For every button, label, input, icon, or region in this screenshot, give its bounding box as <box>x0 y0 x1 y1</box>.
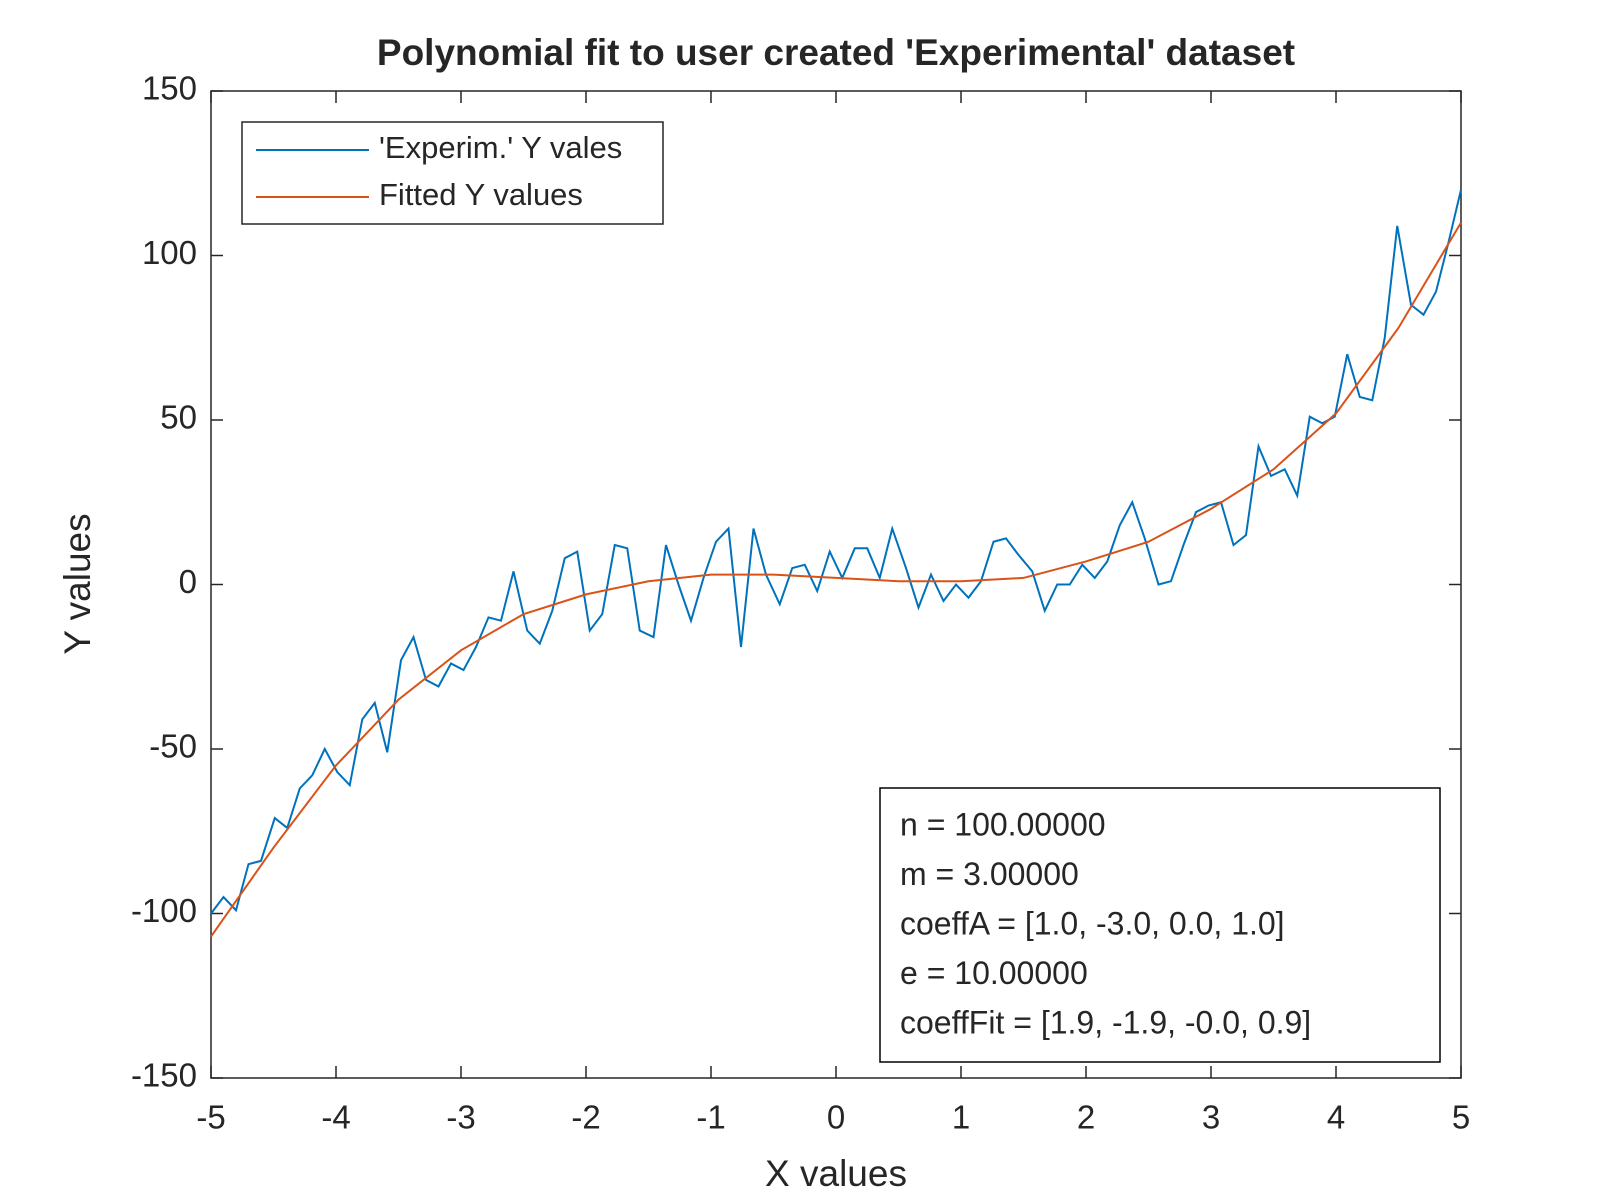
x-tick-label: 2 <box>1077 1099 1095 1136</box>
y-tick-label: 100 <box>142 234 197 271</box>
data-line <box>210 222 1462 938</box>
annotation-text: m = 3.00000 <box>900 856 1079 892</box>
x-tick-label: 1 <box>952 1099 970 1136</box>
y-axis-label: Y values <box>57 513 98 654</box>
annotation-text: e = 10.00000 <box>900 955 1088 991</box>
y-tick-label: 0 <box>179 563 197 600</box>
x-tick-label: -1 <box>696 1099 725 1136</box>
x-tick-label: 3 <box>1202 1099 1220 1136</box>
y-tick-label: -50 <box>149 728 197 765</box>
x-tick-label: 0 <box>827 1099 845 1136</box>
annotation-text: coeffFit = [1.9, -1.9, -0.0, 0.9] <box>900 1004 1311 1040</box>
annotation-box <box>879 787 1441 1063</box>
data-line <box>210 189 1462 915</box>
y-tick-label: 150 <box>142 70 197 107</box>
legend-label: Fitted Y values <box>379 177 583 212</box>
x-tick-label: -2 <box>571 1099 600 1136</box>
legend-box <box>241 121 664 225</box>
x-tick-label: 4 <box>1327 1099 1345 1136</box>
x-axis-label: X values <box>765 1153 907 1194</box>
y-tick-label: -150 <box>131 1057 197 1094</box>
y-tick-label: 50 <box>160 399 197 436</box>
x-tick-label: -3 <box>446 1099 475 1136</box>
y-tick-label: -100 <box>131 892 197 929</box>
annotation-text: coeffA = [1.0, -3.0, 0.0, 1.0] <box>900 905 1285 941</box>
legend-label: 'Experim.' Y vales <box>379 130 622 165</box>
chart-title: Polynomial fit to user created 'Experime… <box>377 32 1295 73</box>
x-tick-label: -4 <box>321 1099 350 1136</box>
annotation-text: n = 100.00000 <box>900 806 1106 842</box>
x-tick-label: 5 <box>1452 1099 1470 1136</box>
x-tick-label: -5 <box>196 1099 225 1136</box>
